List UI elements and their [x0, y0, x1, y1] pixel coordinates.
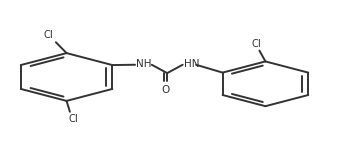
Text: HN: HN [184, 59, 199, 69]
Text: NH: NH [136, 59, 152, 69]
Text: Cl: Cl [68, 114, 78, 124]
Text: Cl: Cl [43, 30, 53, 40]
Text: O: O [161, 85, 170, 95]
Text: Cl: Cl [252, 39, 262, 49]
